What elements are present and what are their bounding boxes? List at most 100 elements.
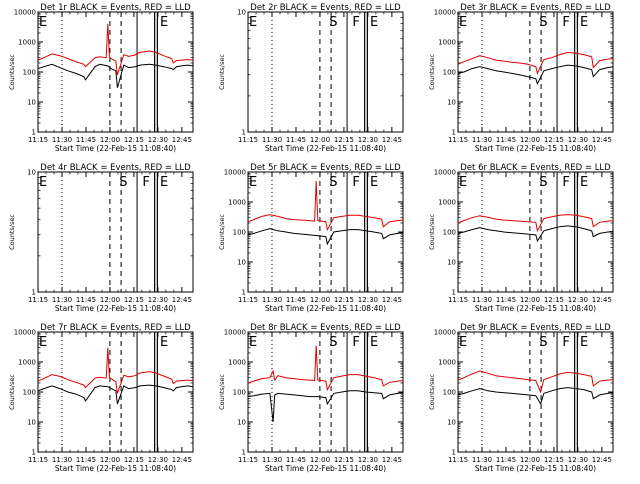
x-axis-label: Start Time (22-Feb-15 11:08:40) — [55, 144, 176, 153]
lld-series-line — [457, 214, 614, 233]
y-tick-label: 10 — [447, 419, 456, 427]
y-tick-label: 100 — [443, 69, 456, 77]
y-tick-label: 1 — [242, 129, 246, 137]
segment-marker: E — [160, 15, 168, 30]
lld-series-line — [457, 370, 614, 394]
x-axis-label: Start Time (22-Feb-15 11:08:40) — [265, 304, 386, 313]
x-tick-label: 12:15 — [124, 456, 144, 464]
segment-marker: E — [580, 15, 588, 30]
chart-title: Det 2r BLACK = Events, RED = LLD — [250, 3, 401, 13]
segment-marker: F — [562, 335, 569, 350]
x-tick-label: 12:45 — [592, 136, 612, 144]
x-tick-label: 12:00 — [100, 296, 120, 304]
chart-panel-2: Det 2r BLACK = Events, RED = LLD 1 10 11:15… — [218, 3, 404, 153]
x-tick-label: 12:30 — [358, 456, 378, 464]
chart-title: Det 3r BLACK = Events, RED = LLD — [460, 3, 611, 13]
x-tick-label: 12:00 — [520, 456, 540, 464]
x-axis-label: Start Time (22-Feb-15 11:08:40) — [265, 464, 386, 473]
y-axis-label: Counts/sec — [218, 54, 226, 90]
x-tick-label: 12:15 — [334, 456, 354, 464]
events-series-line — [37, 384, 194, 405]
segment-marker: S — [119, 175, 127, 190]
x-tick-label: 11:15 — [448, 456, 468, 464]
y-tick-label: 10000 — [14, 9, 36, 17]
x-tick-label: 11:45 — [76, 296, 96, 304]
segment-marker: E — [370, 175, 378, 190]
y-axis-label: Counts/sec — [8, 54, 16, 90]
y-tick-label: 10000 — [224, 169, 246, 177]
y-tick-label: 1000 — [438, 39, 456, 47]
segment-marker: E — [370, 15, 378, 30]
x-tick-label: 11:30 — [262, 296, 282, 304]
lld-series-line — [247, 180, 404, 232]
segment-marker: E — [459, 15, 467, 30]
x-tick-label: 12:45 — [382, 456, 402, 464]
segment-marker: F — [352, 15, 359, 30]
x-axis-label: Start Time (22-Feb-15 11:08:40) — [55, 304, 176, 313]
y-tick-label: 10 — [27, 419, 36, 427]
segment-marker: E — [580, 335, 588, 350]
events-series-line — [37, 63, 194, 88]
x-tick-label: 12:30 — [358, 136, 378, 144]
x-tick-label: 12:30 — [358, 296, 378, 304]
lld-series-line — [37, 347, 194, 394]
y-axis-label: Counts/sec — [8, 374, 16, 410]
y-tick-label: 1000 — [228, 199, 246, 207]
y-tick-label: 1 — [32, 449, 36, 457]
segment-marker: S — [539, 335, 547, 350]
y-tick-label: 10 — [237, 419, 246, 427]
x-tick-label: 12:45 — [592, 456, 612, 464]
y-tick-label: 1 — [452, 449, 456, 457]
x-tick-label: 12:00 — [310, 136, 330, 144]
y-tick-label: 10 — [27, 99, 36, 107]
x-tick-label: 11:45 — [76, 136, 96, 144]
x-tick-label: 11:30 — [52, 136, 72, 144]
x-tick-label: 12:00 — [310, 296, 330, 304]
x-axis-label: Start Time (22-Feb-15 11:08:40) — [265, 144, 386, 153]
x-tick-label: 11:30 — [262, 456, 282, 464]
y-axis-label: Counts/sec — [218, 214, 226, 250]
plot-frame — [247, 11, 404, 133]
events-series-line — [457, 225, 614, 243]
segment-marker: S — [329, 15, 337, 30]
chart-title: Det 4r BLACK = Events, RED = LLD — [40, 163, 191, 173]
x-tick-label: 11:45 — [286, 296, 306, 304]
x-axis-label: Start Time (22-Feb-15 11:08:40) — [55, 464, 176, 473]
chart-panel-4: Det 4r BLACK = Events, RED = LLD 1 10 11:15… — [8, 163, 194, 313]
x-tick-label: 12:30 — [148, 456, 168, 464]
y-tick-label: 1000 — [438, 199, 456, 207]
y-tick-label: 1 — [32, 129, 36, 137]
y-tick-label: 10000 — [434, 9, 456, 17]
x-tick-label: 12:30 — [148, 296, 168, 304]
events-series-line — [457, 387, 614, 406]
y-tick-label: 10 — [27, 169, 36, 177]
y-tick-label: 1000 — [438, 359, 456, 367]
plot-frame — [247, 331, 404, 453]
plot-frame — [37, 171, 194, 293]
events-series-line — [247, 228, 404, 246]
segment-marker: F — [142, 175, 149, 190]
x-tick-label: 12:00 — [520, 136, 540, 144]
y-tick-label: 100 — [23, 69, 36, 77]
segment-marker: F — [562, 15, 569, 30]
segment-marker: S — [539, 175, 547, 190]
chart-title: Det 5r BLACK = Events, RED = LLD — [250, 163, 401, 173]
y-tick-label: 1 — [452, 289, 456, 297]
segment-marker: E — [39, 335, 47, 350]
chart-title: Det 9r BLACK = Events, RED = LLD — [460, 323, 611, 333]
plot-frame — [457, 171, 614, 293]
x-tick-label: 11:30 — [262, 136, 282, 144]
x-tick-label: 12:45 — [592, 296, 612, 304]
y-tick-label: 1 — [242, 449, 246, 457]
x-tick-label: 11:30 — [472, 456, 492, 464]
x-tick-label: 12:15 — [124, 296, 144, 304]
segment-marker: E — [249, 15, 257, 30]
plot-frame — [457, 11, 614, 133]
y-tick-label: 10000 — [434, 169, 456, 177]
chart-panel-6: Det 6r BLACK = Events, RED = LLD 1 10 100 10… — [428, 163, 614, 313]
segment-marker: S — [329, 175, 337, 190]
segment-marker: E — [39, 15, 47, 30]
segment-marker: E — [370, 335, 378, 350]
chart-panel-8: Det 8r BLACK = Events, RED = LLD 1 10 100 10… — [218, 323, 404, 473]
